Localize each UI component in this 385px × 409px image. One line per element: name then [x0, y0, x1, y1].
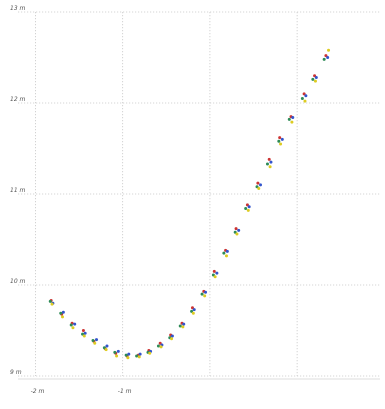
- data-point: [127, 352, 131, 356]
- data-point: [224, 254, 228, 258]
- data-point: [269, 160, 273, 164]
- data-point: [290, 120, 294, 124]
- data-point: [182, 322, 186, 326]
- data-point: [213, 275, 217, 279]
- data-point: [73, 322, 77, 326]
- grid-layer: [18, 11, 380, 380]
- data-point: [326, 56, 330, 59]
- data-point: [95, 338, 99, 342]
- data-point: [204, 290, 208, 294]
- data-point: [304, 94, 308, 98]
- data-point: [291, 116, 295, 120]
- data-point: [215, 271, 219, 275]
- data-point: [237, 228, 241, 232]
- data-point: [257, 187, 261, 191]
- data-point: [259, 183, 262, 187]
- y-tick-label: 12 m: [10, 96, 26, 103]
- data-point: [135, 354, 139, 358]
- data-point: [48, 299, 52, 303]
- data-point: [170, 334, 174, 338]
- data-point: [126, 356, 130, 360]
- data-point: [156, 344, 160, 348]
- data-point: [105, 344, 109, 348]
- y-tick-label: 13 m: [10, 5, 26, 12]
- data-point: [212, 269, 216, 273]
- data-point: [61, 310, 65, 314]
- data-point: [83, 331, 87, 335]
- y-tick-label: 10 m: [10, 278, 26, 285]
- tick-layer: 9 m 10 m 11 m 12 m 13 m -2 m -1 m: [10, 5, 132, 395]
- data-point: [115, 354, 119, 358]
- data-point: [279, 142, 283, 146]
- x-tick-label: -2 m: [31, 388, 45, 395]
- data-point: [113, 350, 117, 354]
- data-point: [50, 302, 54, 306]
- data-point: [181, 325, 185, 329]
- data-point: [246, 208, 250, 212]
- data-point: [200, 292, 204, 296]
- data-point: [303, 99, 307, 103]
- data-point: [300, 96, 304, 100]
- data-point: [192, 308, 196, 312]
- data-point: [82, 334, 86, 338]
- data-point: [313, 79, 317, 83]
- data-point: [191, 311, 195, 315]
- data-point: [265, 162, 269, 166]
- data-point: [81, 329, 85, 332]
- data-point: [178, 324, 182, 328]
- data-point: [234, 227, 238, 231]
- data-point: [287, 117, 291, 121]
- data-point: [314, 76, 318, 80]
- data-point: [247, 205, 251, 209]
- data-point: [124, 353, 128, 357]
- data-point: [137, 355, 141, 359]
- data-point: [71, 326, 75, 330]
- data-point: [267, 157, 271, 161]
- data-point: [225, 249, 229, 253]
- data-point: [203, 294, 207, 298]
- data-point: [268, 165, 272, 169]
- data-point: [244, 207, 248, 211]
- data-point: [104, 348, 108, 352]
- data-point: [93, 341, 97, 345]
- data-point: [222, 251, 226, 255]
- data-point: [69, 323, 73, 327]
- data-point: [278, 136, 282, 140]
- data-point: [311, 77, 315, 81]
- point-layer: [48, 48, 331, 360]
- data-point: [322, 57, 326, 61]
- y-tick-label: 11 m: [10, 187, 26, 194]
- data-point: [59, 311, 63, 315]
- data-point: [138, 352, 142, 356]
- data-point: [170, 337, 174, 341]
- data-point: [327, 48, 331, 52]
- data-point: [91, 339, 95, 343]
- data-point: [60, 315, 64, 319]
- data-point: [277, 139, 281, 143]
- data-point: [235, 232, 239, 236]
- data-point: [256, 181, 260, 185]
- data-point: [116, 349, 120, 353]
- data-point: [159, 345, 163, 349]
- data-point: [148, 351, 152, 355]
- y-tick-label: 9 m: [10, 369, 22, 376]
- x-tick-label: -1 m: [118, 388, 132, 395]
- data-point: [280, 137, 284, 141]
